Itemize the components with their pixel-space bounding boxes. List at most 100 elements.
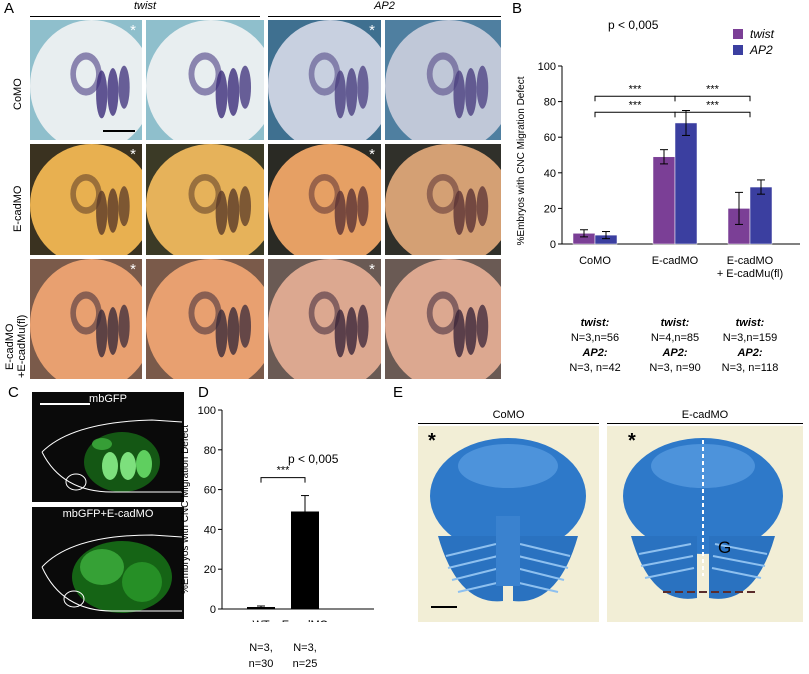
e-right-line (607, 423, 803, 424)
row-label-como: CoMO (12, 78, 24, 110)
e-right-star: * (628, 430, 636, 452)
embryo-image-r1-c2 (146, 20, 264, 140)
sig-bracket (260, 477, 306, 483)
x-tick-label: E-cadMO (727, 255, 774, 267)
embryo-image-r2-c2 (146, 144, 264, 255)
d-count-1-l2: n=25 (292, 658, 318, 670)
chart-d: 0 20 40 60 80 100 %Embryos with CNC Migration … (180, 405, 374, 622)
twist-header-line (30, 16, 260, 17)
gfp-label-bottom: mbGFP+E-cadMO (62, 508, 154, 520)
row-label-ecadmo: E-cadMO (12, 185, 24, 232)
sig-label: *** (629, 83, 643, 95)
b-count-1-l3: AP2: (662, 347, 688, 359)
panel-a-label: A (4, 0, 15, 17)
b-count-2-l2: N=3,n=159 (722, 332, 778, 344)
a-scalebar (103, 130, 135, 132)
bar-AP2-1 (674, 122, 698, 245)
embryo-star-marker: * (130, 261, 136, 278)
twist-header: twist (134, 0, 156, 12)
legend-twist-swatch (733, 29, 743, 39)
legend-ap2: AP2 (750, 43, 773, 57)
b-count-2-l4: N=3, n=118 (721, 362, 779, 374)
x-tick-label: + E-cadMu(fl) (717, 268, 783, 280)
gfp-label-top: mbGFP (89, 393, 127, 405)
row-label-rescue-2: +E-cadMu(fl) (16, 314, 28, 378)
embryo-image-r2-c4 (385, 144, 501, 255)
panel-d-label: D (198, 384, 209, 401)
panel-e-label: E (393, 384, 404, 401)
sig-bracket (594, 111, 676, 118)
embryo-star-marker: * (369, 146, 375, 163)
panel-c-label: C (8, 384, 19, 401)
cartilage-image-ecadmo (607, 426, 803, 622)
x-tick-label: WT (252, 619, 269, 622)
sig-bracket (674, 111, 751, 118)
d-count-0-l2: n=30 (248, 658, 274, 670)
bar-twist-1 (652, 156, 676, 245)
embryo-image-r1-c1: * (30, 20, 142, 140)
x-tick-label: E-cadMO (652, 255, 699, 267)
y-tick-label: 80 (204, 445, 216, 457)
panel-d-pvalue: p < 0,005 (288, 452, 339, 466)
cartilage-image-como (418, 426, 599, 622)
y-tick-label: 20 (204, 564, 216, 576)
y-tick-label: 80 (544, 97, 556, 109)
e-left-line (418, 423, 599, 424)
sig-label: *** (706, 83, 720, 95)
sig-label: *** (706, 99, 720, 111)
embryo-star-marker: * (130, 22, 136, 39)
embryo-image-r3-c2 (146, 259, 264, 379)
embryo-image-r1-c4 (385, 20, 501, 140)
embryo-star-marker: * (130, 146, 136, 163)
d-count-1-l1: N=3, (293, 642, 317, 654)
embryo-image-r3-c3: * (268, 259, 381, 379)
y-tick-label: 100 (538, 61, 556, 73)
embryo-image-r3-c1: * (30, 259, 142, 379)
y-tick-label: 40 (544, 168, 556, 180)
embryo-star-marker: * (369, 261, 375, 278)
b-count-1-l2: N=4,n=85 (650, 332, 700, 344)
y-axis-label: %Embryos with CNC Migration Defect (516, 76, 527, 245)
b-count-2-l1: twist: (735, 317, 765, 329)
embryo-star-marker: * (369, 22, 375, 39)
b-count-1-l4: N=3, n=90 (649, 362, 701, 374)
y-axis-label: %Embryos with CNC Migration Defect (180, 425, 191, 594)
chart-b: 0 20 40 60 80 100 %Embryos with CNC Migration … (516, 61, 800, 280)
panel-b-label: B (512, 0, 523, 17)
legend-ap2-swatch (733, 45, 743, 55)
x-tick-label: E-cadMO (282, 619, 329, 622)
e-g-label: G (718, 538, 732, 557)
y-tick-label: 0 (210, 604, 216, 616)
bar-d-1 (291, 511, 319, 609)
sig-label: *** (277, 465, 291, 477)
b-count-0-l2: N=3,n=56 (570, 332, 620, 344)
e-left-header: CoMO (492, 409, 525, 421)
row-label-rescue-1: E-cadMO (4, 323, 16, 370)
d-count-0-l1: N=3, (249, 642, 273, 654)
y-tick-label: 60 (204, 485, 216, 497)
sig-bracket (674, 95, 751, 102)
e-scalebar (431, 606, 457, 608)
embryo-image-r2-c3: * (268, 144, 381, 255)
gfp-image-control (32, 392, 184, 502)
b-count-2-l3: AP2: (737, 347, 763, 359)
x-tick-label: CoMO (579, 255, 611, 267)
b-count-1-l1: twist: (660, 317, 690, 329)
b-count-0-l1: twist: (580, 317, 610, 329)
y-tick-label: 40 (204, 524, 216, 536)
legend-twist: twist (750, 27, 774, 41)
b-count-0-l3: AP2: (582, 347, 608, 359)
y-tick-label: 0 (550, 239, 556, 251)
panel-b-pvalue: p < 0,005 (608, 18, 659, 32)
gfp-image-ecadmo (32, 507, 184, 619)
e-right-header: E-cadMO (681, 409, 729, 421)
e-left-star: * (428, 430, 436, 452)
embryo-image-r1-c3: * (268, 20, 381, 140)
embryo-image-r2-c1: * (30, 144, 142, 255)
sig-label: *** (629, 99, 643, 111)
y-tick-label: 60 (544, 132, 556, 144)
y-tick-label: 20 (544, 203, 556, 215)
ap2-header: AP2 (374, 0, 395, 12)
ap2-header-line (268, 16, 501, 17)
embryo-image-r3-c4 (385, 259, 501, 379)
